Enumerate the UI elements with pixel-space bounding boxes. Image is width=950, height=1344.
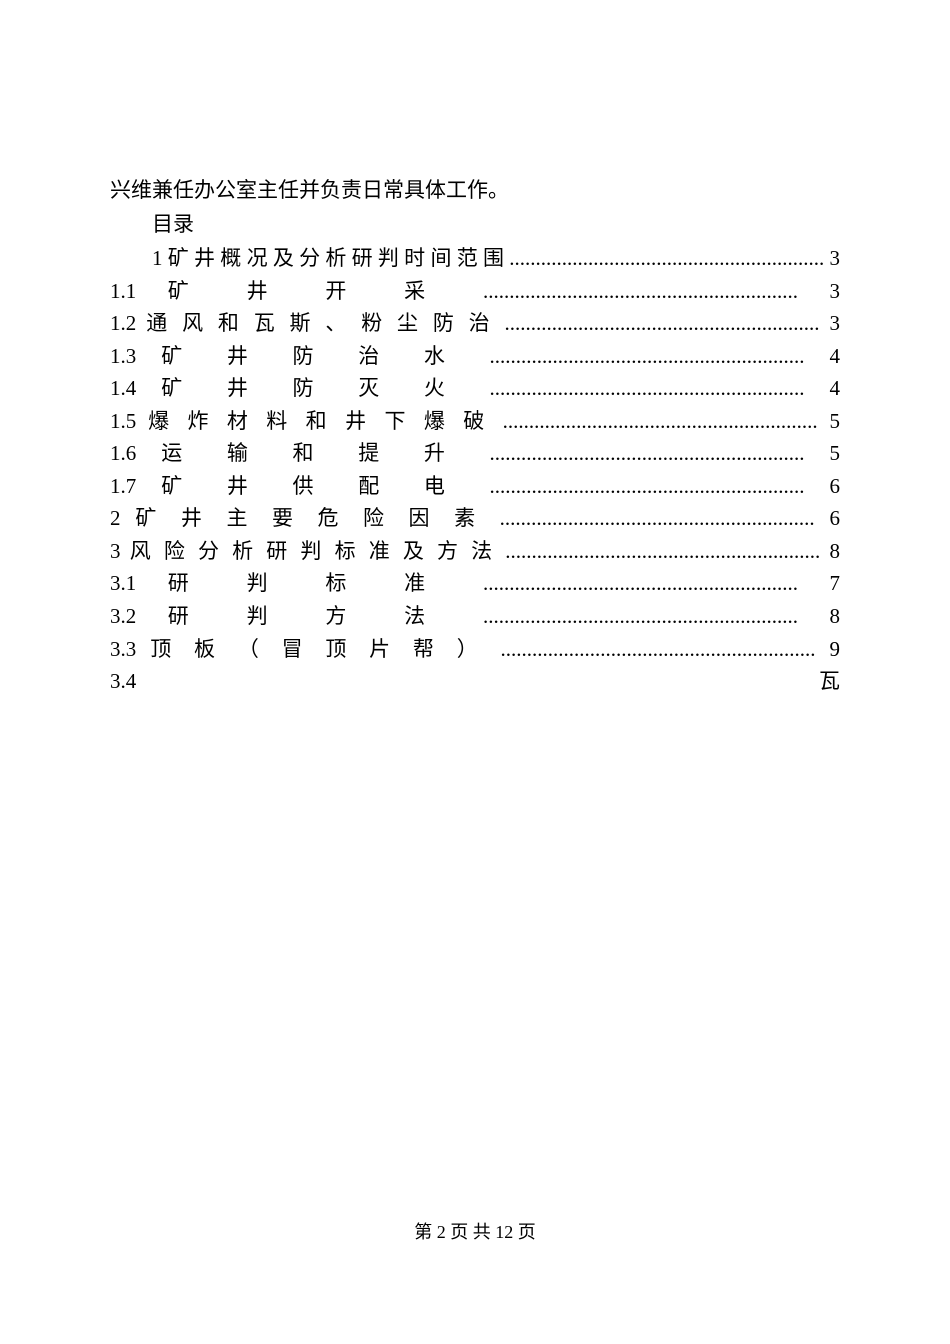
toc-entry: 1.6 运 输 和 提 升 ..........................…: [110, 437, 840, 470]
toc-entry: 3 风 险 分 析 研 判 标 准 及 方 法 ................…: [110, 535, 840, 568]
toc-entry: 1.7 矿 井 供 配 电 ..........................…: [110, 470, 840, 503]
footer-text: 第 2 页 共 12 页: [414, 1222, 536, 1242]
toc-entry: 1.1 矿 井 开 采 ............................…: [110, 275, 840, 308]
toc-entry: 3.4 瓦: [110, 665, 840, 698]
toc-entry: 2 矿 井 主 要 危 险 因 素 ......................…: [110, 502, 840, 535]
toc-entry: 1.5 爆 炸 材 料 和 井 下 爆 破 ..................…: [110, 405, 840, 438]
toc-entry: 1 矿 井 概 况 及 分 析 研 判 时 间 范 围 ............…: [110, 242, 840, 275]
toc-entry: 3.3 顶 板 （ 冒 顶 片 帮 ） ....................…: [110, 633, 840, 666]
header-paragraph: 兴维兼任办公室主任并负责日常具体工作。: [110, 175, 840, 207]
page-footer: 第 2 页 共 12 页: [0, 1218, 950, 1244]
toc-entry: 1.3 矿 井 防 治 水 ..........................…: [110, 340, 840, 373]
toc-body: 1 矿 井 概 况 及 分 析 研 判 时 间 范 围 ............…: [110, 242, 840, 698]
toc-entry: 3.1 研 判 标 准 ............................…: [110, 567, 840, 600]
toc-entry: 1.2 通 风 和 瓦 斯 、 粉 尘 防 治 ................…: [110, 307, 840, 340]
toc-heading: 目录: [110, 209, 840, 241]
document-page: 兴维兼任办公室主任并负责日常具体工作。 目录 1 矿 井 概 况 及 分 析 研…: [0, 0, 950, 698]
toc-entry: 1.4 矿 井 防 灭 火 ..........................…: [110, 372, 840, 405]
toc-entry: 3.2 研 判 方 法 ............................…: [110, 600, 840, 633]
